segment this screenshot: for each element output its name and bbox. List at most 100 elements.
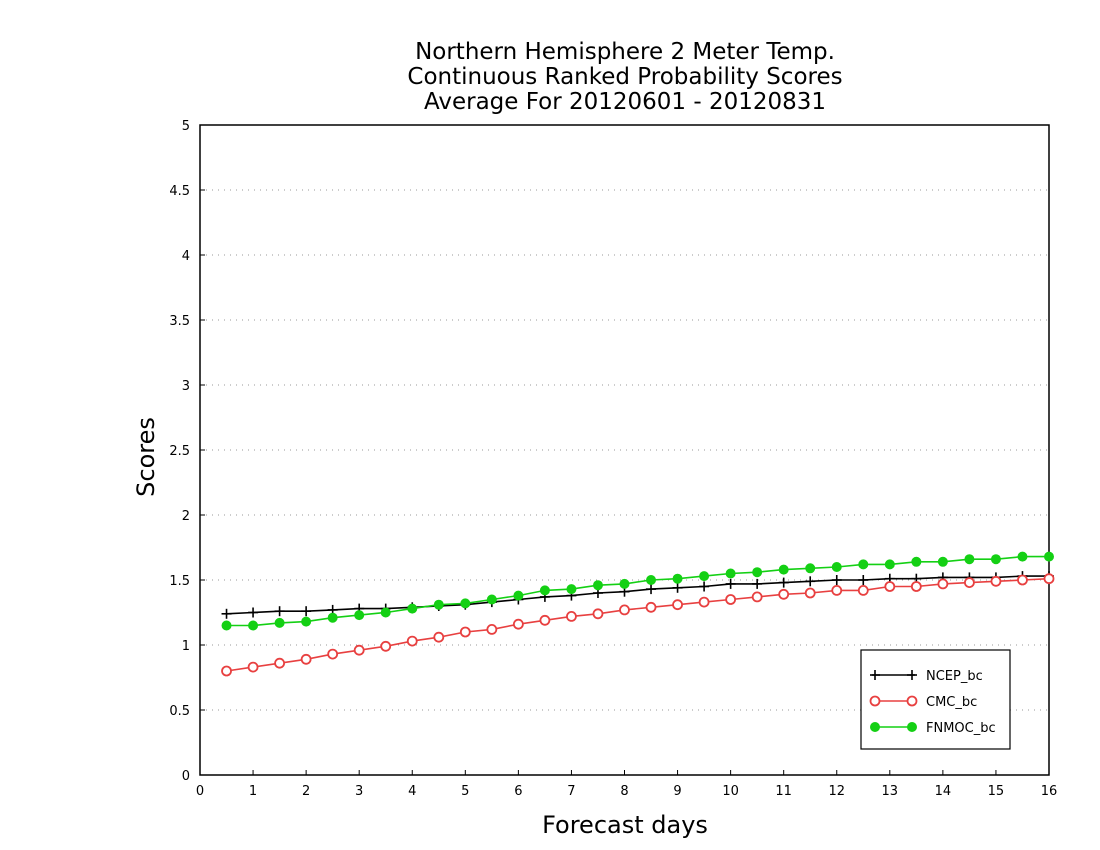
data-point-ncep-bc: [778, 577, 789, 588]
data-point-cmc-bc: [857, 585, 869, 596]
legend-item-cmc-bc: CMC_bc: [869, 695, 977, 710]
data-point-cmc-bc: [645, 601, 657, 613]
legend-marker-end: [907, 670, 917, 680]
data-point-cmc-bc: [672, 599, 683, 611]
x-tick-label: 6: [514, 784, 522, 799]
data-point-cmc-bc: [274, 657, 285, 669]
data-point-fnmoc-bc: [964, 554, 975, 565]
data-point-fnmoc-bc: [1044, 551, 1054, 562]
y-tick-label: 1: [182, 639, 190, 654]
data-point-cmc-bc: [619, 604, 630, 616]
legend-box: [860, 649, 1011, 750]
data-point-fnmoc-bc: [327, 612, 338, 623]
grid-lines: [200, 189, 1049, 711]
data-point-fnmoc-bc: [937, 556, 948, 567]
data-point-fnmoc-bc: [274, 617, 285, 628]
data-point-fnmoc-bc: [433, 599, 444, 610]
x-tick-label: 5: [461, 784, 469, 799]
data-point-cmc-bc: [884, 581, 896, 592]
y-tick-label: 3.5: [169, 314, 190, 329]
y-axis-label: Scores: [132, 417, 160, 497]
data-point-cmc-bc: [221, 665, 232, 677]
chart-title-line-2: Continuous Ranked Probability Scores: [407, 64, 842, 90]
data-point-fnmoc-bc: [592, 580, 603, 591]
x-tick-label: 11: [775, 784, 792, 799]
x-axis-label: Forecast days: [542, 811, 708, 839]
legend-label: CMC_bc: [926, 695, 977, 710]
data-point-fnmoc-bc: [460, 598, 471, 609]
data-point-fnmoc-bc: [805, 563, 816, 574]
data-point-fnmoc-bc: [221, 620, 232, 631]
chart-title-line-3: Average For 20120601 - 20120831: [424, 89, 826, 115]
data-point-cmc-bc: [406, 635, 418, 647]
legend-marker-start: [870, 722, 880, 732]
data-point-cmc-bc: [459, 626, 471, 638]
x-tick-label: 14: [935, 784, 952, 799]
data-point-ncep-bc: [221, 608, 232, 619]
data-point-cmc-bc: [910, 581, 922, 592]
y-tick-label: 1.5: [169, 574, 190, 589]
data-point-ncep-bc: [805, 576, 816, 587]
legend-item-fnmoc-bc: FNMOC_bc: [870, 721, 996, 736]
data-point-fnmoc-bc: [248, 620, 259, 631]
x-tick-label: 4: [408, 784, 416, 799]
data-point-fnmoc-bc: [354, 610, 365, 621]
x-tick-label: 10: [722, 784, 739, 799]
legend-label: NCEP_bc: [926, 669, 983, 684]
x-tick-label: 1: [249, 784, 257, 799]
y-tick-label: 2: [182, 509, 190, 524]
data-point-fnmoc-bc: [672, 573, 683, 584]
data-point-fnmoc-bc: [884, 559, 895, 570]
y-tick-label: 4.5: [169, 184, 190, 199]
x-tick-label: 13: [882, 784, 899, 799]
legend-marker-start: [870, 670, 880, 680]
y-tick-label: 3: [182, 379, 190, 394]
data-point-fnmoc-bc: [831, 562, 842, 572]
data-point-cmc-bc: [566, 611, 577, 622]
x-tick-label: 0: [196, 784, 204, 799]
y-tick-label: 2.5: [169, 444, 190, 459]
data-point-fnmoc-bc: [699, 571, 710, 582]
data-point-fnmoc-bc: [911, 556, 922, 567]
data-point-fnmoc-bc: [301, 616, 312, 627]
x-tick-label: 12: [828, 784, 845, 799]
x-tick-label: 7: [567, 784, 575, 799]
data-point-ncep-bc: [248, 607, 259, 618]
data-point-fnmoc-bc: [380, 607, 391, 618]
data-point-cmc-bc: [327, 648, 339, 660]
legend-item-ncep-bc: NCEP_bc: [870, 669, 983, 684]
series-ncep-bc: [221, 571, 1054, 619]
x-tick-label: 2: [302, 784, 310, 799]
data-point-cmc-bc: [804, 587, 816, 599]
data-point-cmc-bc: [751, 591, 763, 603]
data-point-cmc-bc: [539, 614, 551, 626]
data-point-cmc-bc: [247, 661, 259, 673]
legend-marker-end: [906, 695, 918, 707]
y-tick-label: 0: [182, 769, 190, 784]
data-point-fnmoc-bc: [513, 590, 524, 601]
data-point-cmc-bc: [512, 618, 524, 630]
data-point-cmc-bc: [964, 577, 975, 588]
data-point-cmc-bc: [937, 578, 949, 590]
series-fnmoc-bc: [221, 551, 1054, 631]
data-point-cmc-bc: [592, 608, 604, 620]
x-tick-label: 8: [620, 784, 628, 799]
data-point-ncep-bc: [301, 606, 312, 617]
data-point-ncep-bc: [646, 584, 657, 595]
y-tick-label: 0.5: [169, 704, 190, 719]
series-cmc-bc: [221, 573, 1055, 677]
data-point-cmc-bc: [353, 644, 365, 656]
data-point-ncep-bc: [699, 581, 710, 592]
data-point-fnmoc-bc: [619, 578, 630, 589]
x-axis-ticks: 0 1 2 3 4 5 6 7 8 9 10 11 12 13 14 15 16: [196, 770, 1057, 799]
data-point-fnmoc-bc: [725, 568, 736, 579]
x-tick-label: 16: [1041, 784, 1058, 799]
x-tick-label: 15: [988, 784, 1005, 799]
data-point-fnmoc-bc: [990, 554, 1001, 565]
chart-title-line-1: Northern Hemisphere 2 Meter Temp.: [415, 39, 835, 65]
data-point-cmc-bc: [486, 624, 498, 635]
y-tick-label: 5: [182, 119, 190, 134]
data-point-cmc-bc: [1017, 574, 1028, 586]
data-point-cmc-bc: [778, 588, 790, 600]
